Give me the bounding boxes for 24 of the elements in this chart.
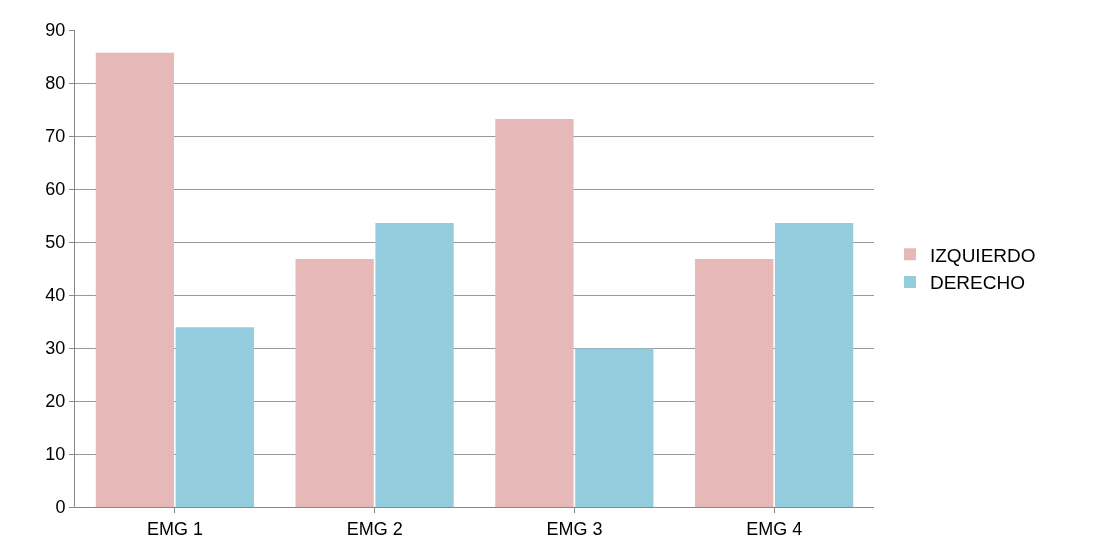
y-tick-label: 0 bbox=[55, 497, 66, 518]
y-tick-label: 70 bbox=[45, 126, 66, 147]
bar bbox=[375, 222, 454, 507]
bar bbox=[175, 327, 254, 507]
y-tick-label: 40 bbox=[45, 285, 66, 306]
bar bbox=[295, 258, 374, 507]
y-tick-label: 80 bbox=[45, 73, 66, 94]
y-tick-label: 20 bbox=[45, 391, 66, 412]
x-tick-label: EMG 4 bbox=[746, 518, 803, 539]
y-tick-label: 50 bbox=[45, 232, 66, 253]
bar bbox=[95, 52, 175, 507]
legend-label: IZQUIERDO bbox=[929, 244, 1036, 266]
legend-label: DERECHO bbox=[929, 272, 1025, 294]
bar bbox=[695, 258, 774, 507]
bar bbox=[774, 222, 854, 507]
bar bbox=[495, 119, 574, 507]
y-tick-label: 90 bbox=[45, 20, 66, 41]
y-tick-label: 30 bbox=[45, 338, 66, 359]
x-tick-label: EMG 3 bbox=[546, 518, 603, 539]
x-tick-label: EMG 2 bbox=[346, 518, 403, 539]
x-tick-label: EMG 1 bbox=[146, 518, 203, 539]
y-tick-label: 10 bbox=[45, 444, 66, 465]
bar bbox=[575, 348, 654, 507]
y-tick-label: 60 bbox=[45, 179, 66, 200]
